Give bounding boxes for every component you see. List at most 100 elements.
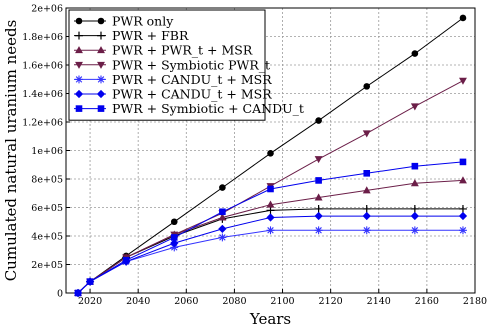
legend-marker: [97, 75, 105, 84]
data-point: [219, 208, 226, 216]
data-point: [170, 218, 178, 226]
legend-marker: [97, 31, 105, 40]
legend-label: PWR + Symbiotic + CANDU_t: [112, 101, 304, 116]
legend-label: PWR + Symbiotic PWR_t: [112, 57, 270, 72]
data-point: [411, 50, 419, 57]
data-point: [363, 170, 371, 177]
x-tick-label: 2140: [367, 296, 391, 307]
data-point: [459, 204, 467, 213]
data-point: [410, 179, 419, 187]
legend-marker: [75, 17, 83, 25]
data-point: [315, 177, 322, 184]
series-5: [74, 226, 467, 297]
legend-entry: PWR only: [74, 14, 174, 29]
data-point: [170, 243, 179, 252]
data-point: [315, 117, 322, 124]
data-point: [267, 185, 274, 193]
y-tick-label: 1.4e+06: [22, 89, 63, 100]
data-point: [314, 156, 323, 164]
data-point: [410, 211, 419, 221]
series-line: [77, 215, 463, 294]
legend-label: PWR + FBR: [112, 28, 189, 43]
y-tick-label: 1.8e+06: [22, 32, 63, 43]
y-tick-label: 1.6e+06: [22, 61, 63, 72]
data-point: [410, 226, 419, 235]
legend-marker: [75, 105, 83, 112]
x-tick-label: 2060: [174, 296, 198, 307]
legend-entry: PWR + CANDU_t + MSR: [74, 72, 272, 87]
x-tick-label: 2040: [126, 296, 150, 307]
series-line: [77, 229, 463, 294]
legend-marker: [75, 31, 83, 40]
legend-marker: [97, 46, 105, 54]
data-point: [218, 233, 227, 242]
y-axis-title: Cumulated natural uranium needs: [2, 20, 20, 282]
data-point: [219, 184, 226, 191]
data-point: [122, 256, 130, 264]
legend-marker: [75, 46, 83, 54]
x-tick-label: 2120: [319, 296, 343, 307]
legend-label: PWR + CANDU_t + MSR: [112, 87, 272, 102]
data-point: [411, 162, 419, 170]
data-point: [267, 150, 274, 157]
y-tick-label: 8e+05: [31, 175, 63, 186]
legend-marker: [97, 105, 105, 112]
y-tick-label: 2e+05: [31, 260, 63, 271]
x-tick-label: 2020: [78, 296, 102, 307]
y-tick-label: 0: [57, 289, 63, 300]
legend-marker: [74, 89, 84, 99]
data-point: [410, 204, 419, 213]
data-point: [266, 200, 275, 208]
legend-marker: [96, 89, 106, 99]
x-tick-label: 2180: [463, 296, 487, 307]
data-point: [459, 14, 467, 22]
series-line: [77, 161, 464, 294]
data-point: [218, 224, 227, 233]
data-point: [314, 211, 323, 221]
data-point: [266, 206, 275, 215]
legend-label: PWR + CANDU_t + MSR: [112, 72, 272, 87]
data-point: [459, 226, 467, 235]
data-point: [266, 213, 275, 222]
legend-entry: PWR + CANDU_t + MSR: [74, 87, 272, 102]
x-tick-label: 2080: [222, 296, 246, 307]
data-point: [363, 83, 371, 90]
legend-label: PWR only: [112, 14, 174, 29]
legend-label: PWR + PWR_t + MSR: [112, 43, 253, 58]
y-tick-label: 1.2e+06: [22, 118, 63, 129]
data-point: [410, 103, 419, 111]
data-point: [362, 211, 371, 221]
legend-entry: PWR + Symbiotic + CANDU_t: [74, 101, 304, 116]
x-tick-label: 2160: [415, 296, 439, 307]
legend-entry: PWR + Symbiotic PWR_t: [74, 57, 270, 72]
data-point: [170, 234, 178, 241]
data-point: [314, 204, 323, 213]
data-point: [266, 226, 275, 235]
data-point: [362, 204, 371, 213]
series-7: [74, 158, 467, 297]
data-point: [314, 193, 323, 201]
legend-marker: [97, 17, 105, 25]
legend-entry: PWR + PWR_t + MSR: [74, 43, 253, 58]
legend-marker: [75, 61, 83, 69]
data-point: [86, 278, 94, 285]
legend-entry: PWR + FBR: [74, 28, 189, 43]
data-point: [459, 77, 467, 85]
series-group: [73, 14, 468, 298]
legend-marker: [75, 75, 83, 84]
x-axis-title: Years: [249, 310, 291, 328]
series-line: [77, 80, 464, 294]
data-point: [458, 211, 468, 221]
y-tick-label: 2e+06: [31, 4, 63, 15]
axis-ticks: 2020 2040 2060 2080 2100 2120 2140 2160 2180 0 2e+…: [22, 4, 487, 308]
data-point: [362, 130, 371, 138]
data-point: [362, 226, 371, 235]
data-point: [362, 186, 371, 194]
series-line: [77, 179, 464, 294]
data-point: [74, 289, 82, 297]
data-point: [459, 176, 467, 184]
y-tick-label: 1e+06: [31, 146, 63, 157]
x-tick-label: 2100: [270, 296, 294, 307]
